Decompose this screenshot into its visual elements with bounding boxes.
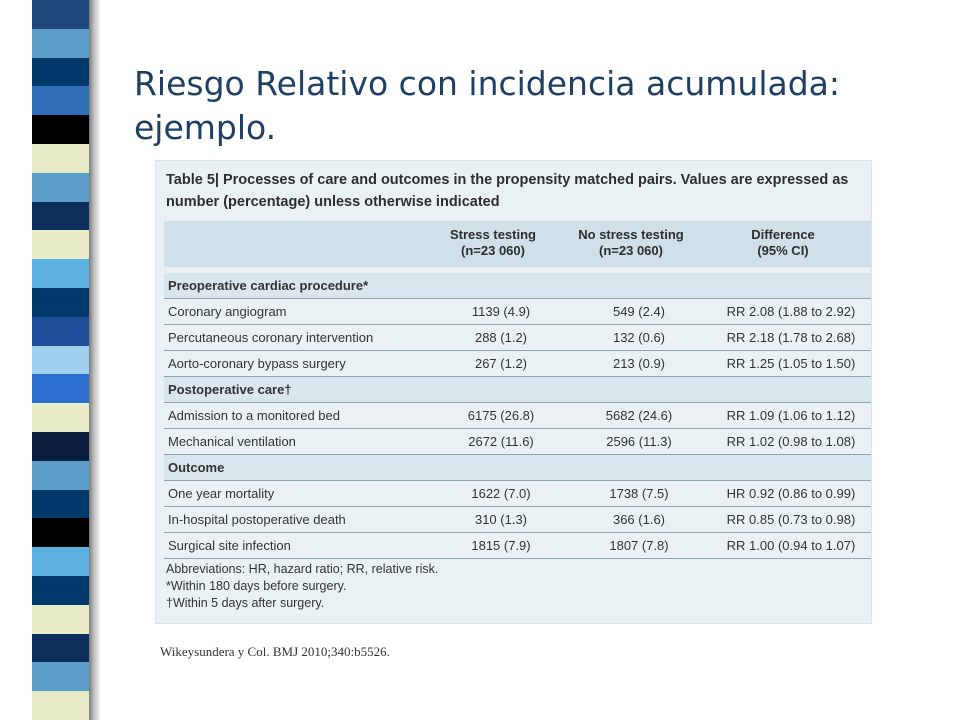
table-row: Admission to a monitored bed 6175 (26.8) 5… [164, 403, 871, 429]
cell-stress: 2672 (11.6) [468, 434, 534, 449]
cell-stress: 267 (1.2) [474, 356, 528, 371]
table-row: One year mortality 1622 (7.0) 1738 (7.5) HR… [164, 481, 871, 507]
slide-title: Riesgo Relativo con incidencia acumulada… [134, 62, 934, 150]
cell-no-stress: 1738 (7.5) [609, 486, 669, 501]
stripe-segment [32, 201, 89, 231]
stripe-shadow [89, 0, 101, 720]
cell-no-stress: 2596 (11.3) [606, 434, 672, 449]
cell-no-stress: 1807 (7.8) [609, 538, 669, 553]
row-label: Coronary angiogram [168, 304, 287, 319]
slide-title-line2: ejemplo. [134, 108, 277, 147]
col-header-stress-title: Stress testing [450, 227, 536, 242]
stripe-segment [32, 633, 89, 663]
cell-difference: HR 0.92 (0.86 to 0.99) [726, 486, 856, 501]
table-caption-label: Table 5| [166, 172, 219, 188]
col-header-difference: Difference (95% CI) [708, 227, 858, 259]
slide-title-line1: Riesgo Relativo con incidencia acumulada… [134, 64, 841, 103]
footnote-dagger: †Within 5 days after surgery. [166, 596, 325, 610]
table-footnotes: Abbreviations: HR, hazard ratio; RR, rel… [166, 561, 438, 612]
cell-difference: RR 1.00 (0.94 to 1.07) [726, 538, 856, 553]
row-label: Aorto-coronary bypass surgery [168, 356, 346, 371]
cell-stress: 6175 (26.8) [467, 408, 535, 423]
col-header-stress: Stress testing (n=23 060) [428, 227, 558, 259]
stripe-segment [32, 345, 89, 375]
col-header-stress-n: (n=23 060) [461, 243, 525, 258]
stripe-segment [32, 259, 89, 289]
cell-no-stress: 132 (0.6) [612, 330, 666, 345]
cell-difference: RR 2.18 (1.78 to 2.68) [726, 330, 856, 345]
decorative-stripe-bar [32, 0, 89, 720]
cell-no-stress: 549 (2.4) [612, 304, 666, 319]
section-label: Outcome [168, 460, 225, 475]
stripe-segment [32, 316, 89, 347]
stripe-segment [32, 374, 89, 404]
cell-stress: 1815 (7.9) [471, 538, 531, 553]
table-row: Surgical site infection 1815 (7.9) 1807 (7… [164, 533, 871, 559]
section-label: Preoperative cardiac procedure* [168, 278, 369, 293]
stripe-segment [32, 144, 89, 174]
cell-stress: 1622 (7.0) [471, 486, 531, 501]
stripe-segment [32, 576, 89, 606]
stripe-segment [32, 604, 89, 635]
stripe-segment [32, 460, 89, 491]
cell-stress: 1139 (4.9) [471, 304, 531, 319]
col-header-no-stress-n: (n=23 060) [599, 243, 663, 258]
cell-difference: RR 0.85 (0.73 to 0.98) [726, 512, 856, 527]
table-row: In-hospital postoperative death 310 (1.3)… [164, 507, 871, 533]
table-header-band [164, 221, 871, 267]
row-label: One year mortality [168, 486, 275, 501]
stripe-segment [32, 489, 89, 519]
stripe-segment [32, 547, 89, 577]
row-label: Surgical site infection [168, 538, 291, 553]
citation: Wikeysundera y Col. BMJ 2010;340:b5526. [160, 644, 390, 659]
table-row: Coronary angiogram 1139 (4.9) 549 (2.4) RR … [164, 299, 871, 325]
cell-no-stress: 5682 (24.6) [605, 408, 673, 423]
section-label: Postoperative care† [168, 382, 292, 397]
col-header-difference-ci: (95% CI) [757, 243, 809, 258]
stripe-segment [32, 0, 89, 30]
row-label: Mechanical ventilation [168, 434, 296, 449]
table-row: Aorto-coronary bypass surgery 267 (1.2) 21… [164, 351, 871, 377]
table-caption-text: Processes of care and outcomes in the pr… [166, 172, 849, 210]
col-header-no-stress: No stress testing (n=23 060) [561, 227, 701, 259]
cell-stress: 288 (1.2) [474, 330, 528, 345]
footnote-abbreviations: Abbreviations: HR, hazard ratio; RR, rel… [166, 562, 439, 576]
table-row: Mechanical ventilation 2672 (11.6) 2596 (1… [164, 429, 871, 455]
table-caption: Table 5| Processes of care and outcomes … [166, 169, 856, 213]
col-header-difference-title: Difference [751, 227, 815, 242]
stripe-segment [32, 57, 89, 87]
row-label: Admission to a monitored bed [168, 408, 340, 423]
stripe-segment [32, 28, 89, 59]
cell-difference: RR 1.02 (0.98 to 1.08) [726, 434, 856, 449]
footnote-star: *Within 180 days before surgery. [166, 579, 347, 593]
row-label: Percutaneous coronary intervention [168, 330, 374, 345]
cell-difference: RR 1.25 (1.05 to 1.50) [726, 356, 856, 371]
stripe-segment [32, 172, 89, 203]
col-header-no-stress-title: No stress testing [578, 227, 684, 242]
stripe-segment [32, 518, 89, 548]
stripe-segment [32, 86, 89, 116]
row-label: In-hospital postoperative death [168, 512, 346, 527]
table-image: Table 5| Processes of care and outcomes … [155, 160, 872, 624]
table-section-row: Postoperative care† [164, 377, 871, 403]
stripe-segment [32, 230, 89, 260]
cell-no-stress: 366 (1.6) [612, 512, 666, 527]
cell-difference: RR 2.08 (1.88 to 2.92) [726, 304, 856, 319]
table-section-row: Outcome [164, 455, 871, 481]
stripe-segment [32, 288, 89, 318]
stripe-segment [32, 662, 89, 692]
cell-no-stress: 213 (0.9) [612, 356, 666, 371]
cell-stress: 310 (1.3) [474, 512, 528, 527]
cell-difference: RR 1.09 (1.06 to 1.12) [726, 408, 856, 423]
stripe-segment [32, 691, 89, 720]
stripe-segment [32, 115, 89, 145]
table-section-row: Preoperative cardiac procedure* [164, 273, 871, 299]
stripe-segment [32, 403, 89, 433]
stripe-segment [32, 432, 89, 462]
table-row: Percutaneous coronary intervention 288 (1… [164, 325, 871, 351]
